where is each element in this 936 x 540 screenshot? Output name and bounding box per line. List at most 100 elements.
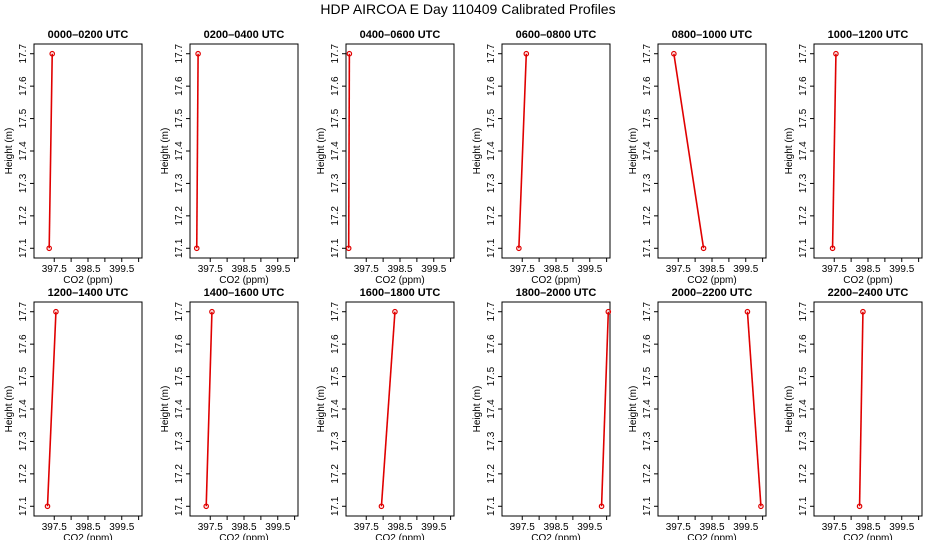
profile-line: [205, 311, 213, 507]
x-tick-label: 398.5: [699, 522, 724, 533]
y-axis-label: Height (m): [4, 128, 15, 175]
y-axis-label: Height (m): [784, 128, 795, 175]
y-axis-label: Height (m): [628, 128, 639, 175]
y-tick-label: 17.6: [18, 76, 29, 96]
y-tick-label: 17.3: [798, 173, 809, 193]
data-point: [46, 245, 52, 252]
data-point: [346, 50, 353, 57]
y-tick-label: 17.6: [174, 76, 185, 96]
y-tick-label: 17.6: [642, 76, 653, 96]
data-point: [523, 50, 530, 57]
plot-frame: [657, 301, 767, 517]
y-tick-label: 17.4: [18, 399, 29, 419]
x-tick-label: 398.5: [543, 264, 568, 275]
y-tick-label: 17.5: [798, 108, 809, 128]
y-tick-label: 17.3: [330, 173, 341, 193]
y-tick-label: 17.7: [798, 302, 809, 322]
x-axis-label: CO2 (ppm): [843, 533, 892, 540]
y-tick-label: 17.5: [486, 366, 497, 386]
plot-frame: [657, 43, 767, 259]
data-point: [44, 503, 51, 510]
data-point: [516, 245, 522, 252]
data-point: [744, 308, 751, 315]
y-tick-label: 17.3: [174, 173, 185, 193]
y-tick-label: 17.5: [174, 366, 185, 386]
y-tick-label: 17.7: [174, 302, 185, 322]
y-tick-label: 17.2: [486, 206, 497, 226]
y-tick-label: 17.1: [642, 496, 653, 516]
y-tick-label: 17.2: [330, 464, 341, 484]
y-tick-label: 17.5: [18, 108, 29, 128]
y-axis-label: Height (m): [472, 386, 483, 433]
x-axis-label: CO2 (ppm): [531, 275, 580, 286]
data-point: [856, 503, 863, 510]
x-tick-label: 398.5: [75, 522, 100, 533]
y-tick-label: 17.4: [330, 141, 341, 161]
plot-frame: [33, 301, 143, 517]
data-point: [203, 503, 210, 510]
y-tick-label: 17.7: [330, 302, 341, 322]
y-axis-label: Height (m): [160, 386, 171, 433]
profile-line: [858, 311, 864, 507]
y-tick-label: 17.1: [18, 496, 29, 516]
plot-frame: [189, 43, 299, 259]
x-tick-label: 398.5: [387, 522, 412, 533]
data-point: [49, 50, 56, 57]
y-tick-label: 17.7: [18, 44, 29, 64]
y-tick-label: 17.6: [798, 334, 809, 354]
y-tick-label: 17.4: [486, 141, 497, 161]
y-tick-label: 17.1: [486, 496, 497, 516]
y-tick-label: 17.7: [798, 44, 809, 64]
x-tick-label: 397.5: [666, 264, 691, 275]
y-tick-label: 17.6: [330, 334, 341, 354]
x-tick-label: 399.5: [577, 522, 602, 533]
panel-title: 2000–2200 UTC: [672, 287, 753, 299]
y-tick-label: 17.5: [330, 366, 341, 386]
y-tick-label: 17.1: [330, 238, 341, 258]
data-point: [758, 503, 764, 510]
y-tick-label: 17.2: [642, 464, 653, 484]
panel-title: 0400–0600 UTC: [360, 29, 441, 41]
profile-line: [746, 311, 762, 507]
profile-line: [195, 53, 199, 249]
x-axis-label: CO2 (ppm): [531, 533, 580, 540]
panel-title: 2200–2400 UTC: [828, 287, 909, 299]
profile-line: [48, 53, 54, 249]
y-tick-label: 17.2: [642, 206, 653, 226]
y-tick-label: 17.4: [642, 399, 653, 419]
data-point: [833, 50, 839, 57]
y-tick-label: 17.1: [174, 238, 185, 258]
y-tick-label: 17.7: [486, 302, 497, 322]
y-tick-label: 17.2: [798, 206, 809, 226]
y-tick-label: 17.3: [330, 431, 341, 451]
data-point: [378, 503, 385, 510]
panel-title: 0600–0800 UTC: [516, 29, 597, 41]
y-tick-label: 17.5: [798, 366, 809, 386]
profile-line: [347, 53, 351, 249]
x-tick-label: 397.5: [42, 522, 67, 533]
plot-frame: [345, 301, 455, 517]
y-tick-label: 17.2: [486, 464, 497, 484]
y-tick-label: 17.4: [642, 141, 653, 161]
plot-frame: [813, 301, 923, 517]
y-tick-label: 17.2: [798, 464, 809, 484]
profile-line: [380, 311, 396, 507]
y-tick-label: 17.6: [174, 334, 185, 354]
y-tick-label: 17.3: [486, 431, 497, 451]
y-tick-label: 17.5: [174, 108, 185, 128]
y-tick-label: 17.5: [330, 108, 341, 128]
panel-title: 1600–1800 UTC: [360, 287, 441, 299]
y-tick-label: 17.1: [798, 238, 809, 258]
data-point: [345, 245, 352, 252]
x-tick-label: 399.5: [265, 522, 290, 533]
x-axis-label: CO2 (ppm): [687, 275, 736, 286]
y-axis-label: Height (m): [4, 386, 15, 433]
